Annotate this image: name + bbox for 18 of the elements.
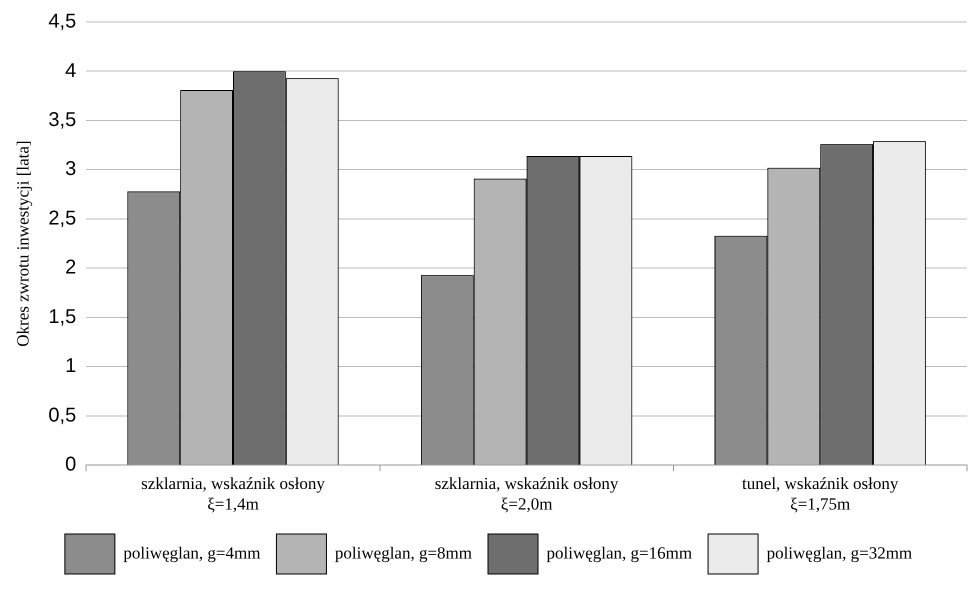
x-tick-label: tunel, wskaźnik osłony ξ=1,75m xyxy=(742,474,899,514)
x-tick-label: szklarnia, wskaźnik osłony ξ=2,0m xyxy=(434,474,619,514)
y-tick-label: 2,5 xyxy=(48,207,76,230)
y-tick-label: 4 xyxy=(65,60,76,82)
legend-label: poliwęglan, g=8mm xyxy=(334,543,472,562)
legend-label: poliwęglan, g=16mm xyxy=(546,543,692,562)
x-tick-label: szklarnia, wskaźnik osłony ξ=1,4m xyxy=(141,474,326,514)
y-tick-label: 0,5 xyxy=(48,404,76,426)
y-tick-label: 1,5 xyxy=(48,306,76,328)
y-tick-label: 1 xyxy=(65,355,76,378)
y-axis-title: Okres zwrotu inwestycji [lata] xyxy=(14,140,33,347)
y-tick-label: 4,5 xyxy=(48,10,76,33)
legend-label: poliwęglan, g=4mm xyxy=(123,543,260,562)
y-tick-label: 2 xyxy=(65,256,76,279)
y-tick-label: 0 xyxy=(65,454,76,476)
y-tick-label: 3 xyxy=(65,158,76,180)
y-tick-label: 3,5 xyxy=(48,109,76,132)
legend-label: poliwęglan, g=32mm xyxy=(766,543,912,562)
